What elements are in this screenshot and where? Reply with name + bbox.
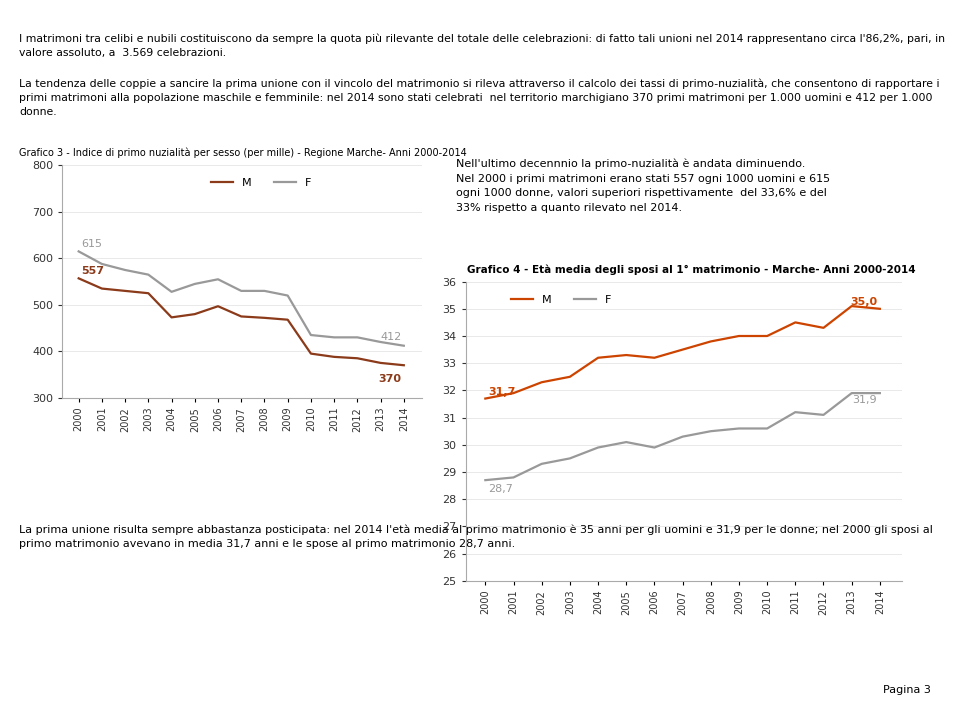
- Text: La tendenza delle coppie a sancire la prima unione con il vincolo del matrimonio: La tendenza delle coppie a sancire la pr…: [19, 79, 940, 118]
- Text: I matrimoni tra celibi e nubili costituiscono da sempre la quota più rilevante d: I matrimoni tra celibi e nubili costitui…: [19, 33, 946, 58]
- Legend: M, F: M, F: [206, 173, 316, 192]
- Text: 412: 412: [380, 332, 401, 342]
- Text: La prima unione risulta sempre abbastanza posticipata: nel 2014 l'età media al p: La prima unione risulta sempre abbastanz…: [19, 524, 933, 549]
- Text: Grafico 4 - Età media degli sposi al 1° matrimonio - Marche- Anni 2000-2014: Grafico 4 - Età media degli sposi al 1° …: [467, 264, 916, 275]
- Text: 615: 615: [81, 239, 102, 249]
- Text: 557: 557: [81, 266, 104, 276]
- Text: 31,9: 31,9: [852, 395, 877, 406]
- Text: Grafico 3 - Indice di primo nuzialità per sesso (per mille) - Regione Marche- An: Grafico 3 - Indice di primo nuzialità pe…: [19, 148, 467, 158]
- Text: 28,7: 28,7: [488, 484, 513, 494]
- Text: 370: 370: [378, 374, 401, 384]
- Text: Pagina 3: Pagina 3: [883, 685, 931, 695]
- Text: Nell'ultimo decennnio la primo-nuzialità è andata diminuendo.
Nel 2000 i primi m: Nell'ultimo decennnio la primo-nuzialità…: [456, 158, 830, 213]
- Text: 31,7: 31,7: [488, 387, 516, 397]
- Legend: M, F: M, F: [506, 290, 615, 309]
- Text: 35,0: 35,0: [850, 296, 877, 307]
